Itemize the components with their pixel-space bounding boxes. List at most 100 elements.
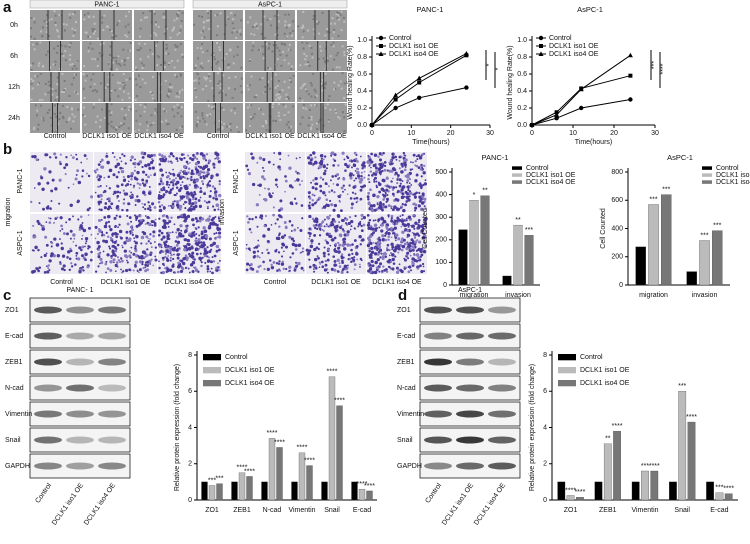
texture (299, 123, 301, 125)
cell (337, 247, 340, 250)
cell (391, 253, 395, 257)
cell (62, 254, 65, 257)
cell (85, 242, 87, 244)
cell (163, 206, 166, 209)
cell (215, 232, 217, 234)
cell (368, 165, 370, 167)
cell (159, 209, 163, 213)
texture (155, 34, 157, 36)
cell (399, 269, 402, 272)
texture (220, 12, 222, 14)
cell (391, 215, 394, 218)
texture (234, 14, 236, 16)
texture (285, 94, 287, 96)
lane-label: DCLK1 iso1 OE (441, 482, 475, 527)
cell (115, 264, 118, 267)
cell (248, 172, 251, 175)
cell (310, 182, 312, 184)
texture (31, 99, 33, 101)
cell (108, 246, 110, 248)
cell (314, 156, 316, 158)
cell (163, 188, 166, 191)
texture (212, 87, 214, 89)
cell (123, 198, 125, 200)
cell (198, 226, 200, 228)
cell (216, 245, 220, 249)
texture (334, 23, 336, 25)
cell (42, 227, 45, 230)
cell (343, 237, 346, 240)
texture (68, 119, 70, 121)
texture (312, 73, 314, 75)
texture (64, 30, 66, 32)
cell (144, 266, 146, 268)
cell (340, 255, 343, 258)
cell (152, 166, 155, 169)
cell (97, 178, 100, 181)
texture (86, 75, 88, 77)
cell (195, 162, 198, 165)
cell (250, 231, 252, 233)
cell (191, 218, 194, 221)
texture (316, 21, 318, 23)
cell (199, 219, 202, 222)
cell (354, 263, 357, 266)
cell (168, 205, 170, 207)
texture (262, 53, 264, 55)
cell (85, 237, 88, 240)
cell (189, 184, 191, 186)
texture (218, 80, 220, 82)
cell (406, 186, 409, 189)
x-tick-label: 10 (569, 130, 577, 137)
texture (316, 122, 318, 124)
texture (252, 42, 254, 44)
cell (72, 215, 74, 217)
cell (302, 251, 304, 253)
texture (220, 87, 222, 89)
cell (379, 204, 382, 207)
texture (126, 35, 128, 37)
cell (322, 229, 324, 231)
cell (378, 191, 381, 194)
cell (368, 202, 371, 205)
texture (288, 25, 290, 27)
cell (183, 213, 186, 216)
marker (417, 81, 421, 85)
cell (209, 271, 211, 273)
cell (190, 246, 193, 249)
band (488, 463, 516, 470)
texture (181, 89, 183, 91)
blot-title: PANC- 1 (66, 287, 93, 294)
texture (311, 53, 313, 55)
cell (99, 258, 102, 261)
cell (183, 185, 186, 188)
texture (310, 95, 312, 97)
cell (301, 217, 303, 219)
cell (414, 209, 416, 211)
cell (146, 264, 149, 267)
cell (382, 255, 385, 258)
cell (292, 252, 295, 255)
cell (332, 255, 335, 258)
cell (401, 156, 403, 158)
cell (106, 153, 108, 155)
texture (135, 78, 137, 80)
cell (381, 187, 384, 190)
legend-marker (539, 36, 543, 40)
cell (372, 233, 374, 235)
cell (350, 197, 353, 200)
cell (128, 254, 131, 257)
significance: **** (723, 486, 734, 493)
cell (346, 271, 348, 273)
cell (332, 218, 335, 221)
cell (130, 233, 132, 235)
cell (379, 241, 381, 243)
cell (407, 189, 409, 191)
cell (119, 261, 121, 263)
cell (203, 243, 206, 246)
cell (151, 246, 153, 248)
cell (256, 203, 259, 206)
cell (158, 230, 161, 233)
cell (301, 180, 303, 182)
cell (139, 160, 142, 163)
